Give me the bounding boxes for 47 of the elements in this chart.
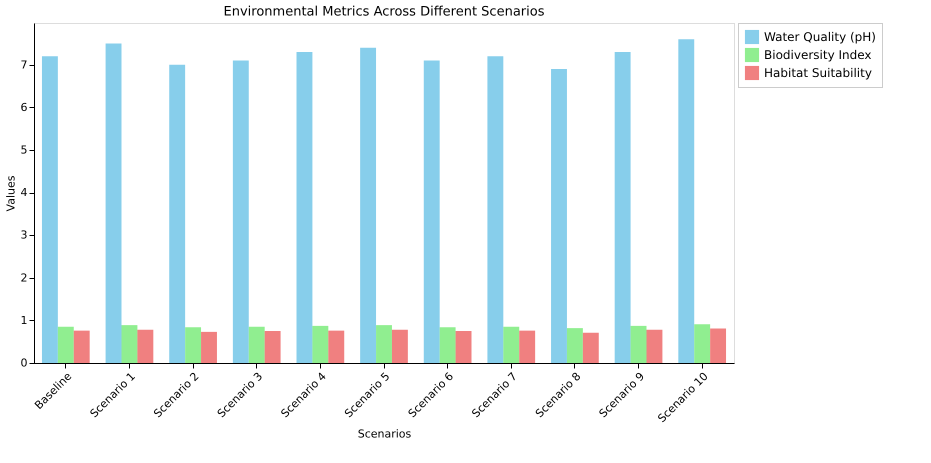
bar [440,327,456,363]
bar [710,328,726,363]
bar [614,52,631,363]
y-tick-label: 0 [20,356,28,370]
bar [582,332,599,363]
bar [487,56,504,363]
y-tick-label: 6 [20,100,28,114]
bar [503,326,520,363]
y-tick-label: 4 [20,186,28,200]
legend-label: Habitat Suitability [764,66,872,80]
y-tick-label: 1 [20,314,28,327]
bar [678,39,694,363]
bar [232,60,249,363]
bar [106,43,122,363]
y-tick-label: 5 [20,143,28,156]
bar [42,56,58,363]
bar [566,328,583,363]
bar [169,64,186,363]
bar [312,326,328,363]
bar [248,326,265,363]
bar [328,330,344,363]
y-tick-label: 3 [20,228,28,242]
bar [694,324,710,363]
legend-label: Biodiversity Index [764,48,872,62]
bar [519,330,536,363]
bar [630,326,646,363]
y-axis-title: Values [4,175,18,212]
bar [264,331,281,363]
bar [137,330,154,363]
bar [456,331,472,363]
bar [201,332,217,363]
y-tick-label: 7 [20,58,28,72]
bar [392,330,408,363]
x-axis-title: Scenarios [358,427,412,440]
bar [74,330,90,363]
bar [122,325,138,363]
bar [646,330,662,363]
legend-label: Water Quality (pH) [764,30,876,44]
bar [424,60,440,363]
bar [376,325,392,363]
bar [296,52,312,363]
y-tick-label: 2 [20,271,28,284]
bar [551,69,567,363]
bar [360,48,376,363]
bar [185,327,202,363]
chart-title: Environmental Metrics Across Different Scenarios [224,4,545,20]
bar [58,326,74,363]
